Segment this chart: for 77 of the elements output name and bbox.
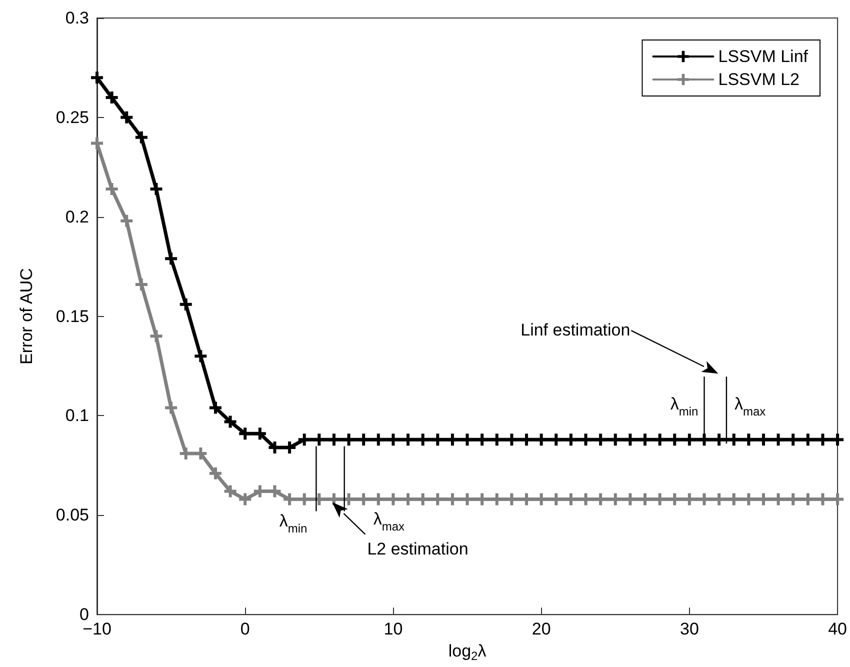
point [535, 434, 548, 446]
x-tick-label: 10 [384, 620, 403, 639]
point [372, 434, 384, 446]
annotation: Linf estimation [520, 320, 630, 340]
point [757, 434, 770, 446]
annotation: L2 estimation [367, 539, 468, 558]
y-tick-label: 0.05 [56, 506, 89, 525]
point [342, 434, 355, 446]
point [106, 183, 118, 196]
point [490, 434, 503, 446]
point [432, 434, 444, 446]
point [239, 428, 252, 440]
point [461, 434, 474, 446]
point [150, 183, 162, 196]
point [564, 434, 577, 446]
point [609, 434, 622, 446]
point [416, 434, 429, 446]
point [654, 434, 666, 446]
point [194, 350, 207, 362]
point [550, 434, 562, 446]
annotation: λ$_{max}$ [734, 394, 766, 419]
point [520, 434, 533, 446]
y-tick-label: 0.1 [65, 406, 89, 426]
y-tick-label: 0.2 [65, 207, 89, 226]
point [358, 434, 370, 446]
point [639, 434, 652, 446]
point [402, 434, 414, 446]
x-tick-label: 0 [240, 620, 250, 639]
y-tick-label: 0.15 [56, 306, 89, 326]
point [816, 434, 829, 446]
point [594, 434, 607, 446]
point [209, 467, 222, 480]
point [209, 402, 222, 414]
point [742, 434, 755, 446]
point [120, 111, 133, 124]
point [787, 434, 800, 446]
y-axis-title: Error of AUC [17, 268, 36, 364]
point [135, 278, 148, 290]
annotation: λ$_{min}$ [670, 394, 698, 419]
point [387, 434, 400, 446]
point [224, 416, 236, 428]
point [150, 330, 162, 342]
annotation: λ$_{max}$ [373, 509, 405, 534]
point [668, 434, 681, 446]
x-tick-label: 40 [828, 620, 848, 639]
point [713, 434, 726, 446]
point [683, 434, 696, 446]
y-tick-label: 0.25 [56, 108, 89, 127]
point [239, 493, 252, 506]
point [135, 131, 148, 144]
point [328, 434, 340, 446]
point [313, 434, 326, 446]
point [772, 434, 784, 446]
x-tick-label: 20 [532, 620, 551, 639]
point [580, 434, 592, 446]
point [476, 434, 488, 446]
point [180, 298, 192, 310]
point [224, 485, 236, 498]
point [506, 434, 518, 446]
legend-label: LSSVM L2 [718, 70, 800, 89]
point [446, 434, 458, 446]
point [802, 434, 814, 446]
point [91, 137, 103, 150]
point [165, 402, 178, 414]
point [832, 434, 844, 446]
annotation: λ$_{min}$ [279, 511, 308, 536]
point [624, 434, 636, 446]
point [120, 214, 133, 227]
x-tick-label: 30 [680, 620, 699, 639]
legend-label: LSSVM Linf [718, 47, 808, 66]
point [106, 92, 118, 104]
point [254, 428, 266, 440]
point [728, 434, 740, 446]
point [165, 252, 178, 265]
point [91, 72, 103, 84]
point [298, 434, 310, 446]
y-tick-label: 0.3 [65, 8, 89, 28]
